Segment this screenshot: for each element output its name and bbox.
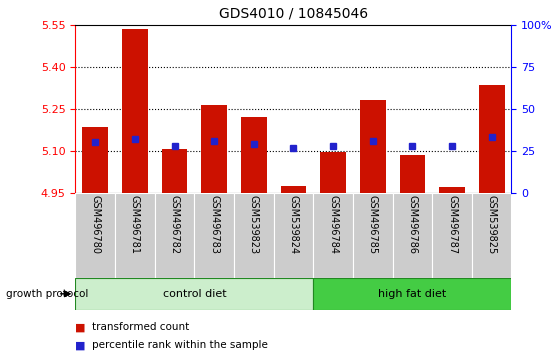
Bar (281, 186, 306, 193)
Bar (320, 152, 346, 193)
Text: GSM496781: GSM496781 (130, 195, 140, 255)
Bar (75, 193, 115, 278)
Text: percentile rank within the sample: percentile rank within the sample (92, 340, 268, 350)
Text: GSM539825: GSM539825 (487, 195, 496, 255)
Bar (274, 193, 313, 278)
Bar (360, 101, 386, 193)
Text: GSM539824: GSM539824 (288, 195, 299, 255)
Bar (479, 85, 505, 193)
Bar (353, 193, 392, 278)
Bar (75, 278, 313, 310)
Text: high fat diet: high fat diet (378, 289, 447, 299)
Bar (439, 187, 465, 193)
Text: ■: ■ (75, 340, 86, 350)
Bar (115, 193, 155, 278)
Bar (162, 149, 187, 193)
Bar (122, 29, 148, 193)
Bar (201, 105, 227, 193)
Bar (82, 127, 108, 193)
Text: GSM496780: GSM496780 (91, 195, 100, 255)
Text: GSM496785: GSM496785 (368, 195, 378, 255)
Text: ■: ■ (75, 322, 86, 332)
Text: growth protocol: growth protocol (6, 289, 88, 299)
Title: GDS4010 / 10845046: GDS4010 / 10845046 (219, 7, 368, 21)
Bar (241, 117, 267, 193)
Bar (195, 193, 234, 278)
Bar (234, 193, 274, 278)
Text: GSM496783: GSM496783 (209, 195, 219, 255)
Bar (155, 193, 195, 278)
Text: GSM496782: GSM496782 (169, 195, 179, 255)
Bar (313, 278, 511, 310)
Text: control diet: control diet (163, 289, 226, 299)
Text: GSM539823: GSM539823 (249, 195, 259, 255)
Bar (432, 193, 472, 278)
Text: GSM496787: GSM496787 (447, 195, 457, 255)
Bar (313, 193, 353, 278)
Text: transformed count: transformed count (92, 322, 190, 332)
Bar (472, 193, 511, 278)
Text: GSM496786: GSM496786 (408, 195, 418, 255)
Bar (392, 193, 432, 278)
Text: GSM496784: GSM496784 (328, 195, 338, 255)
Bar (400, 155, 425, 193)
